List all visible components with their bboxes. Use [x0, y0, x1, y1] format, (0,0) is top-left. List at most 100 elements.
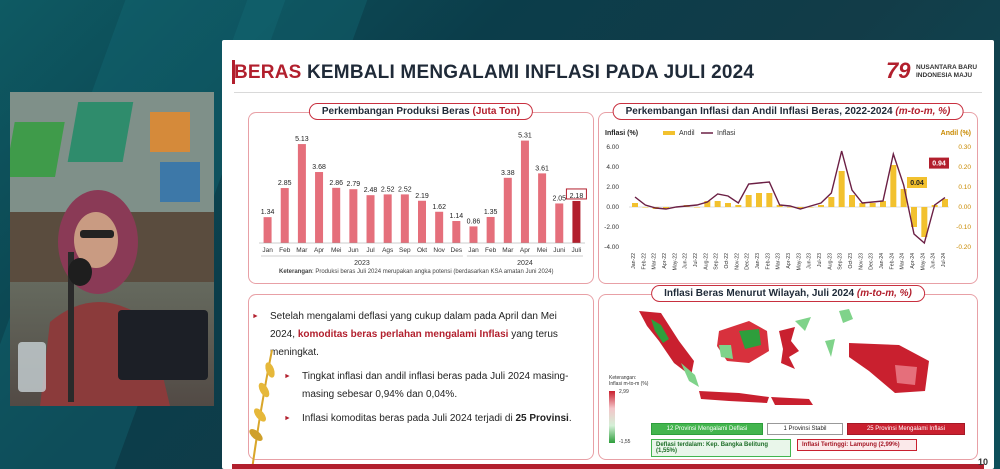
bar	[383, 194, 392, 243]
inflation-chart-title-unit: (m-to-m, %)	[895, 106, 951, 117]
map-legend-min: -1,55	[619, 439, 631, 445]
x-tick-label: Jan-23	[755, 253, 761, 269]
title-accent: BERAS	[234, 62, 302, 83]
right-tick-label: 0.00	[958, 204, 971, 211]
andil-bar	[838, 171, 845, 207]
left-tick-label: 2.00	[606, 184, 619, 191]
x-tick-label: Mar-22	[652, 253, 658, 270]
map-title-unit: (m-to-m, %)	[856, 288, 912, 299]
production-chart-title-text: Perkembangan Produksi Beras	[321, 106, 470, 117]
bar-value-label: 2.79	[347, 181, 361, 188]
andil-callout-label: 0.04	[910, 180, 924, 187]
x-tick-label: Apr-24	[910, 253, 916, 269]
x-tick-label: Mei	[331, 247, 341, 254]
andil-bar	[828, 197, 835, 207]
bullet-main-highlight: komoditas beras perlahan mengalami Infla…	[297, 329, 509, 340]
x-tick-label: Aug-23	[827, 253, 833, 270]
x-tick-label: Sep-22	[714, 253, 720, 270]
andil-bar	[859, 203, 866, 207]
x-tick-label: Feb-22	[641, 253, 647, 270]
last-bar-highlight	[565, 188, 587, 200]
bar	[452, 221, 461, 243]
x-tick-label: Jun	[348, 247, 359, 254]
bar-value-label: 2.18	[570, 193, 584, 200]
bar	[538, 173, 547, 243]
x-tick-label: Oct-23	[848, 253, 854, 269]
bar	[418, 200, 426, 243]
bar-value-label: 2.85	[278, 180, 292, 187]
bullet-main: Setelah mengalami deflasi yang cukup dal…	[252, 308, 580, 362]
production-chart-title-unit: (Juta Ton)	[472, 106, 521, 117]
right-tick-label: -0.10	[956, 224, 971, 231]
x-tick-label: Apr	[314, 247, 325, 254]
x-tick-label: Jun-24	[931, 253, 937, 269]
andil-bar	[632, 203, 638, 207]
x-tick-label: Jan-22	[631, 253, 637, 269]
bar	[332, 187, 341, 243]
bar	[469, 226, 478, 243]
inflation-chart-panel: Perkembangan Inflasi dan Andil Inflasi B…	[598, 103, 978, 284]
bar-value-label: 1.14	[450, 213, 464, 220]
deflasi-count-box: 12 Provinsi Mengalami Deflasi	[651, 423, 763, 435]
production-chart-panel: Perkembangan Produksi Beras (Juta Ton) 1…	[248, 103, 594, 284]
x-tick-label: Jul-22	[693, 253, 699, 267]
logo-mark: 79	[886, 58, 911, 83]
x-tick-label: Jul	[366, 247, 375, 254]
bar	[349, 189, 358, 243]
indonesia-inflation-map	[639, 309, 929, 405]
map-legend: Keterangan: Inflasi m-to-m (%)	[609, 375, 648, 387]
title-accent-bar	[232, 60, 235, 84]
map-legend-gradient	[609, 391, 615, 443]
stabil-count-box: 1 Provinsi Stabil	[767, 423, 843, 435]
bar-value-label: 2.05	[552, 195, 566, 202]
x-tick-label: Feb	[485, 247, 497, 254]
year-label: 2023	[354, 260, 370, 267]
left-tick-label: -2.00	[604, 224, 619, 231]
x-tick-label: Sep	[399, 247, 411, 254]
andil-bar	[869, 203, 876, 207]
x-tick-label: Jun-23	[807, 253, 813, 269]
bar-value-label: 3.38	[501, 170, 515, 177]
production-chart-title: Perkembangan Produksi Beras (Juta Ton)	[308, 103, 534, 120]
map-title: Inflasi Beras Menurut Wilayah, Juli 2024…	[651, 285, 925, 302]
ri-79-logo: 79 NUSANTARA BARU INDONESIA MAJU	[886, 58, 982, 92]
x-tick-label: Juni	[553, 247, 565, 254]
inflation-chart-title: Perkembangan Inflasi dan Andil Inflasi B…	[612, 103, 964, 120]
bar	[555, 203, 564, 243]
bullet-sub-2-tail: .	[568, 413, 572, 424]
x-tick-label: Jan	[262, 247, 273, 254]
x-tick-label: Okt	[417, 247, 427, 254]
footer-bar	[232, 464, 984, 469]
bar-value-label: 1.62	[432, 204, 446, 211]
map-title-text: Inflasi Beras Menurut Wilayah, Juli 2024	[664, 288, 855, 299]
andil-bar	[714, 201, 721, 207]
x-tick-label: Nov-23	[858, 253, 864, 270]
bar-value-label: 1.35	[484, 209, 498, 216]
bar	[263, 217, 272, 243]
slide-title: BERAS KEMBALI MENGALAMI INFLASI PADA JUL…	[234, 62, 754, 84]
andil-callout-box	[907, 177, 927, 188]
bar	[400, 194, 409, 243]
andil-bar	[849, 195, 855, 207]
presenter-video	[10, 92, 214, 406]
bar-value-label: 2.48	[364, 187, 378, 194]
x-tick-label: May-24	[920, 253, 926, 270]
andil-bar	[942, 199, 948, 207]
x-tick-label: May-22	[672, 253, 678, 270]
bar-value-label: 2.86	[329, 180, 343, 187]
production-bar-chart: 1.34 Jan 2.85 Feb 5.13 Mar 3.68 Apr 2.86 Mei 2.79 J…	[259, 133, 587, 267]
right-tick-label: 0.30	[958, 144, 971, 151]
x-tick-label: Nov	[433, 247, 445, 254]
bar-value-label: 1.34	[261, 209, 275, 216]
presenter-video-frame	[10, 92, 214, 406]
x-tick-label: Feb	[279, 247, 291, 254]
bar	[486, 216, 495, 243]
right-tick-label: 0.20	[958, 164, 971, 171]
bar	[315, 172, 324, 243]
andil-bar	[818, 205, 824, 207]
andil-bar	[880, 201, 886, 207]
andil-bar	[890, 165, 897, 207]
rice-plant-illustration	[249, 349, 275, 469]
inflasi-tertinggi-box: Inflasi Tertinggi: Lampung (2,99%)	[797, 439, 917, 451]
presentation-slide: BERAS KEMBALI MENGALAMI INFLASI PADA JUL…	[222, 40, 994, 469]
